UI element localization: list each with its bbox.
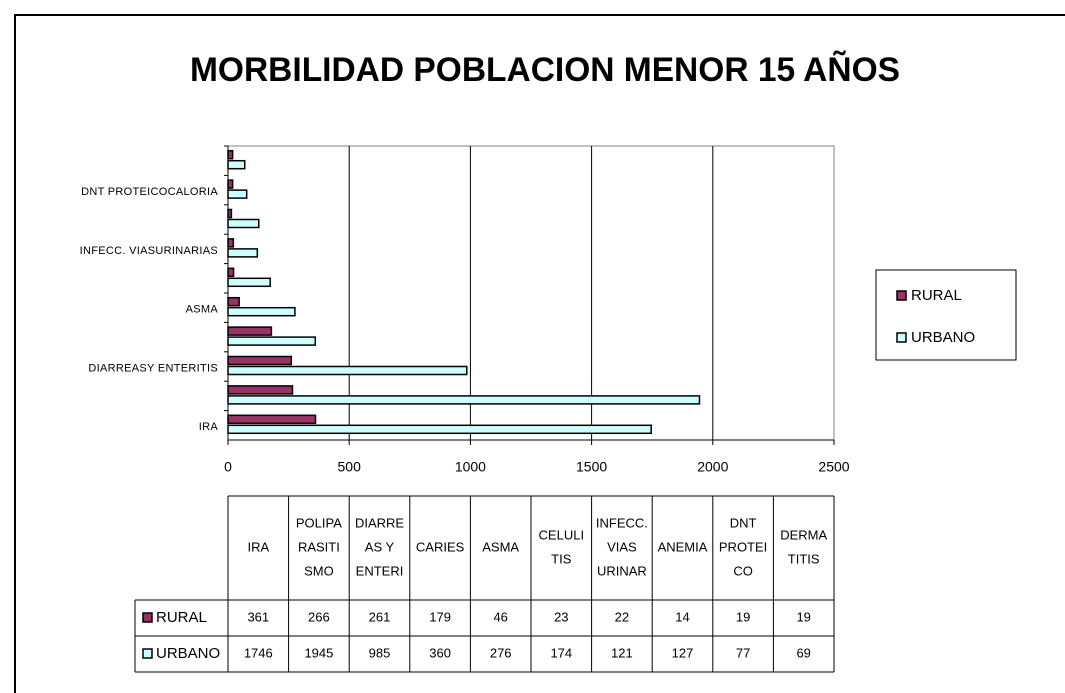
table-header: AS Y: [365, 539, 395, 554]
table-header: TITIS: [788, 551, 820, 566]
bar: [227, 189, 248, 199]
bar: [227, 149, 234, 160]
table-header: VIAS: [607, 539, 637, 554]
table-cell: 174: [550, 645, 572, 660]
bar: [227, 385, 294, 395]
table-cell: 1945: [304, 645, 333, 660]
frame: [14, 14, 1065, 693]
table-header: TIS: [551, 551, 572, 566]
legend-swatch: [896, 290, 907, 301]
table-cell: 14: [675, 609, 689, 624]
table-header: ANEMIA: [658, 539, 708, 554]
y-tick-label: INFECC. VIASURINARIAS: [80, 245, 218, 257]
x-tick-label: 2500: [818, 459, 849, 475]
bar: [227, 424, 652, 435]
legend-swatch: [142, 648, 153, 659]
table-cell: 19: [796, 609, 810, 624]
table-header: ENTERI: [356, 563, 404, 578]
y-tick-label: ASMA: [186, 304, 219, 316]
table-cell: 276: [490, 645, 512, 660]
table-header: ASMA: [482, 539, 519, 554]
table-header: IRA: [247, 539, 269, 554]
x-tick-label: 1000: [455, 459, 486, 475]
legend-label: RURAL: [911, 287, 962, 304]
table-header: SMO: [304, 563, 334, 578]
x-tick-label: 1500: [576, 459, 607, 475]
bar: [227, 355, 293, 366]
table-header: DIARRE: [355, 515, 404, 530]
legend-swatch: [142, 612, 153, 623]
legend-swatch: [896, 332, 907, 343]
bar: [227, 365, 468, 376]
bar: [227, 277, 271, 288]
table-header: URINAR: [597, 563, 647, 578]
bar: [227, 208, 233, 219]
bar: [227, 395, 701, 405]
bar: [227, 248, 259, 258]
table-header: CO: [733, 563, 753, 578]
table-cell: 22: [615, 609, 629, 624]
bar: [227, 326, 273, 336]
table-header: CARIES: [416, 539, 465, 554]
bar: [227, 179, 234, 189]
y-tick-label: DNT PROTEICOCALORIA: [81, 186, 218, 198]
table-cell: 77: [736, 645, 750, 660]
table-cell: 23: [554, 609, 568, 624]
table-header: CELULI: [539, 527, 585, 542]
table-cell: 361: [247, 609, 269, 624]
bar: [227, 159, 246, 170]
table-header: RASITI: [298, 539, 340, 554]
bar: [227, 296, 240, 307]
legend: [875, 269, 1017, 361]
table-cell: 46: [493, 609, 507, 624]
bar: [227, 306, 296, 317]
bar: [227, 267, 235, 278]
bar: [227, 218, 260, 229]
y-tick-label: IRA: [199, 421, 219, 433]
table-header: PROTEI: [719, 539, 767, 554]
table-header: DNT: [730, 515, 757, 530]
x-tick-label: 2000: [697, 459, 728, 475]
legend-label: URBANO: [911, 329, 975, 346]
bar: [227, 336, 317, 346]
table-cell: 266: [308, 609, 330, 624]
table-cell: 261: [369, 609, 391, 624]
bar: [227, 238, 235, 248]
x-tick-label: 500: [338, 459, 362, 475]
table-header: INFECC.: [596, 515, 648, 530]
table-header: POLIPA: [296, 515, 342, 530]
x-tick-label: 0: [224, 459, 232, 475]
table-cell: 985: [369, 645, 391, 660]
table-row-label: RURAL: [156, 609, 207, 626]
table-header: DERMA: [780, 527, 827, 542]
table-cell: 69: [796, 645, 810, 660]
table-row-label: URBANO: [156, 645, 220, 662]
table-cell: 19: [736, 609, 750, 624]
table-cell: 179: [429, 609, 451, 624]
table-cell: 121: [611, 645, 633, 660]
bar: [227, 414, 317, 425]
table-cell: 127: [672, 645, 694, 660]
table-cell: 1746: [244, 645, 273, 660]
table-cell: 360: [429, 645, 451, 660]
chart-title: MORBILIDAD POBLACION MENOR 15 AÑOS: [190, 51, 900, 89]
y-tick-label: DIARREASY ENTERITIS: [88, 362, 218, 374]
